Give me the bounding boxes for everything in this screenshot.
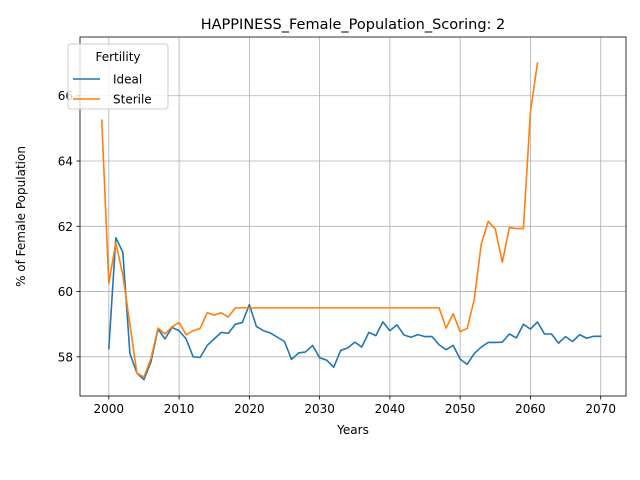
legend-box <box>67 43 169 110</box>
legend-title: Fertility <box>95 50 140 64</box>
series-line-sterile <box>100 62 539 378</box>
legend: Fertility Ideal Sterile <box>67 43 169 110</box>
legend-label-sterile: Sterile <box>113 93 152 107</box>
x-tick-label: 2060 <box>515 402 546 416</box>
x-tick-label: 2000 <box>94 402 125 416</box>
y-tick-label: 62 <box>58 220 73 234</box>
x-tick-label: 2010 <box>164 402 195 416</box>
legend-items: Ideal Sterile <box>73 73 152 107</box>
y-tick-label: 58 <box>58 350 73 364</box>
y-tick-label: 64 <box>58 155 73 169</box>
x-tick-label: 2030 <box>304 402 335 416</box>
y-tick-label: 60 <box>58 285 73 299</box>
series-lines <box>100 62 602 381</box>
x-tick-label: 2020 <box>234 402 265 416</box>
x-tick-label: 2040 <box>375 402 406 416</box>
plot-frame <box>79 36 627 397</box>
series-line-ideal <box>107 236 602 381</box>
legend-label-ideal: Ideal <box>113 73 142 87</box>
y-axis-label: % of Female Population <box>14 146 28 287</box>
grid-lines <box>80 37 626 396</box>
axis-ticks: 2000 2010 2020 2030 2040 2050 2060 2070 58 60 62 64… <box>58 89 616 416</box>
x-tick-label: 2070 <box>585 402 616 416</box>
x-axis-label: Years <box>336 423 369 437</box>
x-tick-label: 2050 <box>445 402 476 416</box>
chart-title: HAPPINESS_Female_Population_Scoring: 2 <box>201 17 506 33</box>
